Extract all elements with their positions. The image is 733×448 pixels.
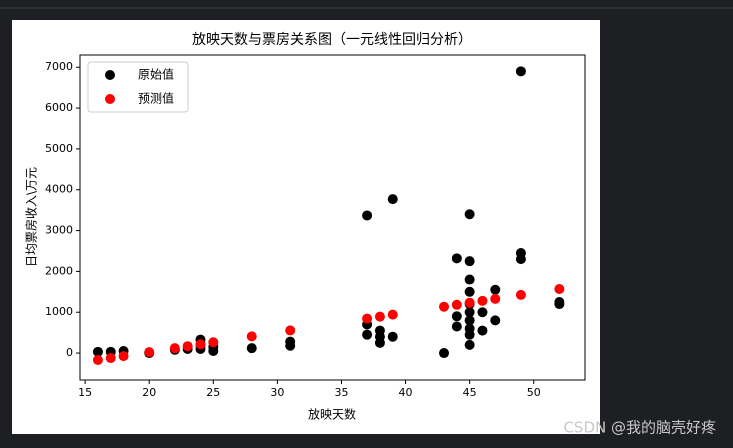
x-tick-label: 20 <box>142 386 156 399</box>
point <box>515 254 526 265</box>
point <box>285 340 296 351</box>
point <box>92 354 103 365</box>
point <box>439 301 450 312</box>
point <box>208 337 219 348</box>
point <box>451 253 462 264</box>
point <box>195 339 206 350</box>
y-tick-label: 4000 <box>45 183 73 196</box>
point <box>464 297 475 308</box>
point <box>246 331 257 342</box>
x-tick-label: 40 <box>399 386 413 399</box>
point <box>374 311 385 322</box>
point <box>490 315 501 326</box>
point <box>118 351 129 362</box>
point <box>464 315 475 326</box>
point <box>477 307 488 318</box>
point <box>464 339 475 350</box>
point <box>285 325 296 336</box>
chart-title: 放映天数与票房关系图（一元线性回归分析） <box>192 31 472 48</box>
point <box>105 353 116 364</box>
x-tick-label: 15 <box>78 386 92 399</box>
point <box>374 337 385 348</box>
y-tick-label: 6000 <box>45 101 73 114</box>
point <box>464 209 475 220</box>
point <box>169 343 180 354</box>
x-tick-label: 30 <box>270 386 284 399</box>
x-axis-label: 放映天数 <box>308 407 356 422</box>
x-tick-label: 45 <box>463 386 477 399</box>
point <box>246 343 257 354</box>
y-tick-label: 0 <box>66 346 73 359</box>
point <box>464 329 475 340</box>
point <box>490 284 501 295</box>
y-tick-label: 2000 <box>45 264 73 277</box>
y-tick-label: 1000 <box>45 305 73 318</box>
legend-label: 预测值 <box>138 91 174 106</box>
y-tick-label: 5000 <box>45 142 73 155</box>
watermark: CSDN @我的脑壳好疼 <box>563 419 716 437</box>
legend-label: 原始值 <box>138 67 174 82</box>
x-tick-label: 50 <box>527 386 541 399</box>
point <box>515 66 526 77</box>
point <box>477 295 488 306</box>
point <box>515 289 526 300</box>
point <box>387 309 398 320</box>
point <box>92 346 103 357</box>
point <box>362 313 373 324</box>
axes-frame <box>79 54 586 381</box>
point <box>451 311 462 322</box>
point <box>464 256 475 267</box>
legend-marker <box>105 94 115 104</box>
point <box>362 210 373 221</box>
point <box>464 274 475 285</box>
point <box>554 299 565 310</box>
point <box>387 331 398 342</box>
point <box>144 347 155 358</box>
y-axis-label: 日均票房收入\万元 <box>24 167 39 267</box>
point <box>451 321 462 332</box>
y-tick-label: 3000 <box>45 224 73 237</box>
x-tick-label: 35 <box>334 386 348 399</box>
legend-marker <box>105 70 115 80</box>
point <box>451 299 462 310</box>
point <box>464 286 475 297</box>
point <box>477 325 488 336</box>
point <box>464 307 475 318</box>
y-tick-label: 7000 <box>45 60 73 73</box>
point <box>182 341 193 352</box>
point <box>490 293 501 304</box>
point <box>554 283 565 294</box>
point <box>387 194 398 205</box>
point <box>439 348 450 359</box>
x-tick-label: 25 <box>206 386 220 399</box>
point <box>362 329 373 340</box>
